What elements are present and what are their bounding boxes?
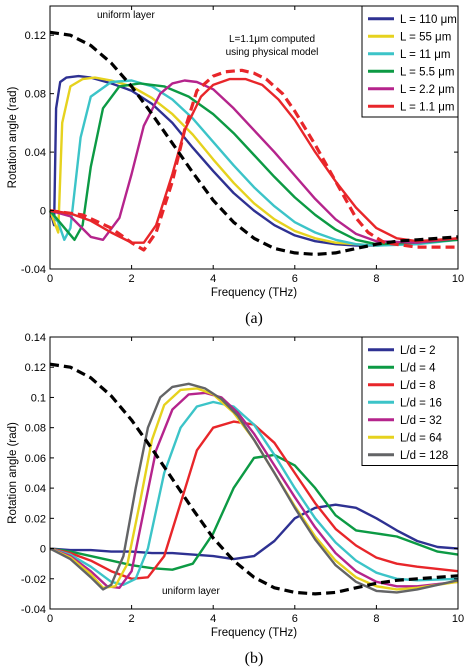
chart-a-y-tick-label: -0.04 xyxy=(21,264,46,276)
chart-a-series-line-2 xyxy=(49,79,459,247)
chart-b-annotation-uniform-layer: uniform layer xyxy=(162,586,220,597)
chart-b-legend-label: L/d = 2 xyxy=(400,345,436,357)
chart-b-x-tick-label: 6 xyxy=(292,613,298,625)
chart-b-y-tick-label: -0.04 xyxy=(21,604,46,616)
chart-a-legend-box xyxy=(361,5,459,118)
chart-b-legend-label: L/d = 128 xyxy=(400,450,448,462)
chart-a-y-tick-label: 0.12 xyxy=(25,30,46,42)
chart-b-y-tick-label: 0.04 xyxy=(25,483,46,495)
chart-a-annotation-physical-model: using physical model xyxy=(226,47,319,58)
chart-a-legend-label: L = 2.2 μm xyxy=(400,84,454,96)
chart-a-x-tick-label: 4 xyxy=(210,273,216,285)
chart-b-series-line-7 xyxy=(49,362,459,596)
chart-a-annotation-uniform-layer: uniform layer xyxy=(97,10,155,21)
chart-a-plot-frame xyxy=(49,5,459,270)
chart-b-legend-label: L/d = 4 xyxy=(400,362,436,374)
chart-b-x-tick-label: 8 xyxy=(373,613,379,625)
chart-a-series-line-0 xyxy=(48,74,459,247)
chart-b-legend: L/d = 2 L/d = 4 L/d = 8 L/d = 16 L/d = 32 L/d… xyxy=(361,336,459,466)
chart-b-series-line-6 xyxy=(49,382,459,594)
chart-a-legend-label: L = 5.5 μm xyxy=(400,66,454,78)
chart-a-x-tick-label: 0 xyxy=(47,273,53,285)
chart-a-x-tick-label: 2 xyxy=(129,273,135,285)
chart-b-legend-label: L/d = 32 xyxy=(400,415,442,427)
chart-b-x-tick-label: 2 xyxy=(129,613,135,625)
chart-a-y-tick-label: 0.08 xyxy=(25,89,46,101)
chart-b-plot-frame xyxy=(49,336,459,610)
chart-b-legend-label: L/d = 16 xyxy=(400,397,442,409)
chart-b-y-tick-label: 0.1 xyxy=(31,392,46,404)
chart-a-x-tick-label: 6 xyxy=(292,273,298,285)
chart-a-legend-label: L = 1.1 μm xyxy=(400,101,454,113)
chart-b-y-tick-label: 0.14 xyxy=(25,332,46,344)
chart-a-series-line-7 xyxy=(49,30,459,256)
chart-a-y-tick-label: 0 xyxy=(40,206,46,218)
chart-b-x-axis-label: Frequency (THz) xyxy=(211,627,297,639)
chart-a-series-line-3 xyxy=(49,82,459,246)
chart-a-annotation-computed: L=1.1μm computed xyxy=(229,34,315,45)
chart-b-legend-label: L/d = 64 xyxy=(400,432,442,444)
chart-b: 0 2 4 6 8 10 -0.04 -0.02 0 0.02 0.04 0.06 0.08 0.1 0.1… xyxy=(7,332,464,667)
chart-a-y-axis-label: Rotation angle (rad) xyxy=(7,87,19,189)
chart-b-y-tick-label: 0.06 xyxy=(25,453,46,465)
chart-b-x-tick-label: 10 xyxy=(452,613,464,625)
chart-b-y-tick-label: 0 xyxy=(40,544,46,556)
chart-b-panel-label: (b) xyxy=(245,650,264,667)
chart-b-series-line-0 xyxy=(49,503,459,561)
chart-a-y-tick-label: 0.04 xyxy=(25,147,46,159)
chart-a-x-tick-label: 8 xyxy=(373,273,379,285)
chart-b-y-tick-label: 0.08 xyxy=(25,423,46,435)
chart-a-series-line-5 xyxy=(49,77,459,244)
chart-a-x-tick-label: 10 xyxy=(452,273,464,285)
chart-a-x-axis-label: Frequency (THz) xyxy=(211,287,297,299)
chart-b-x-tick-label: 0 xyxy=(47,613,53,625)
chart-a-panel-label: (a) xyxy=(245,310,263,327)
chart-b-series-line-1 xyxy=(49,453,459,571)
chart-b-y-tick-label: -0.02 xyxy=(21,574,46,586)
chart-b-series-line-2 xyxy=(49,420,459,580)
chart-a-series-line-6 xyxy=(49,68,458,252)
chart-a-legend-label: L = 55 μm xyxy=(400,31,451,43)
chart-a-legend-label: L = 110 μm xyxy=(400,14,457,26)
chart-b-y-axis-label: Rotation angle (rad) xyxy=(7,422,19,524)
chart-b-x-tick-label: 4 xyxy=(210,613,216,625)
chart-a-series-line-1 xyxy=(48,76,459,247)
chart-b-y-tick-label: 0.12 xyxy=(25,362,46,374)
chart-b-y-tick-label: 0.02 xyxy=(25,513,46,525)
chart-a-legend: L = 110 μm L = 55 μm L = 11 μm L = 5.5 μm L … xyxy=(361,5,459,118)
chart-a-legend-label: L = 11 μm xyxy=(400,49,450,61)
chart-b-legend-label: L/d = 8 xyxy=(400,380,436,392)
